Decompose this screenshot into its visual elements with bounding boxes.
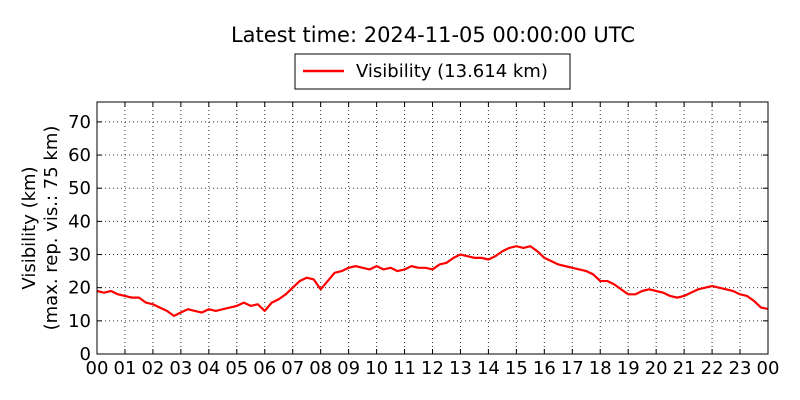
y-tick-label: 60 — [68, 145, 91, 166]
x-tick-label: 04 — [197, 358, 220, 379]
y-axis-label-line1: Visibility (km) — [19, 166, 40, 289]
x-tick-labels: 00 01 02 03 04 05 06 07 08 09 10 11 12 13 14 15 16 17 18 19… — [86, 358, 780, 379]
x-tick-label: 15 — [505, 358, 528, 379]
plot-frame — [96, 101, 769, 355]
x-tick-label: 22 — [701, 358, 724, 379]
x-tick-label: 08 — [309, 358, 332, 379]
x-tick-label: 01 — [114, 358, 137, 379]
x-tick-label: 12 — [421, 358, 444, 379]
legend-label-visibility: Visibility (13.614 km) — [356, 61, 548, 82]
x-tick-label: 06 — [253, 358, 276, 379]
x-tick-label: 17 — [561, 358, 584, 379]
y-axis-label-line2: (max. rep. vis.: 75 km) — [41, 126, 62, 331]
x-tick-label: 18 — [589, 358, 612, 379]
x-tick-label: 20 — [645, 358, 668, 379]
y-tick-label: 10 — [68, 311, 91, 332]
x-tick-label: 10 — [365, 358, 388, 379]
x-tick-label: 14 — [477, 358, 500, 379]
x-tick-label: 00 — [757, 358, 780, 379]
y-tick-label: 50 — [68, 178, 91, 199]
x-tick-label: 09 — [337, 358, 360, 379]
y-tick-labels: 0 10 20 30 40 50 60 70 — [68, 112, 91, 365]
x-tick-label: 21 — [673, 358, 696, 379]
visibility-series-line — [96, 245, 769, 317]
y-tick-label: 40 — [68, 211, 91, 232]
x-tick-label: 03 — [169, 358, 192, 379]
x-tick-label: 19 — [617, 358, 640, 379]
y-tick-label: 30 — [68, 245, 91, 266]
grid — [97, 102, 768, 354]
x-tick-label: 07 — [281, 358, 304, 379]
legend: Visibility (13.614 km) — [294, 53, 571, 90]
x-tick-label: 23 — [729, 358, 752, 379]
y-tick-label: 0 — [80, 344, 91, 365]
x-tick-label: 11 — [393, 358, 416, 379]
x-tick-label: 02 — [141, 358, 164, 379]
x-tick-label: 16 — [533, 358, 556, 379]
x-tick-label: 13 — [449, 358, 472, 379]
axis-ticks — [96, 102, 769, 355]
chart-title: Latest time: 2024-11-05 00:00:00 UTC — [231, 23, 635, 47]
y-tick-label: 20 — [68, 278, 91, 299]
x-tick-label: 00 — [86, 358, 109, 379]
y-axis-label-group: Visibility (km) (max. rep. vis.: 75 km) — [19, 126, 62, 331]
x-tick-label: 05 — [225, 358, 248, 379]
y-tick-label: 70 — [68, 112, 91, 133]
